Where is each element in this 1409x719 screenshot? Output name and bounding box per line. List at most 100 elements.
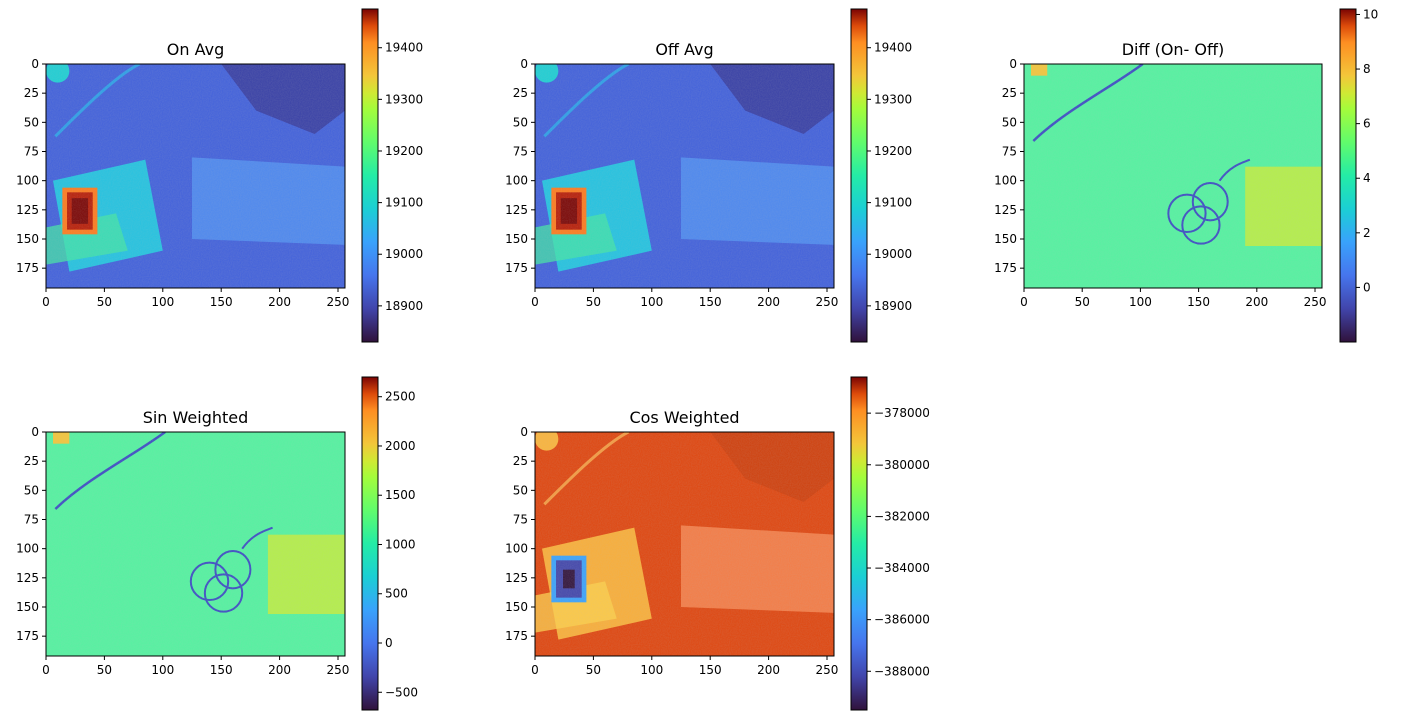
colorbar xyxy=(361,376,379,711)
x-tick-label: 0 xyxy=(42,663,50,677)
colorbar-tick-label: 8 xyxy=(1363,62,1371,76)
colorbar-tick-label: 10 xyxy=(1363,7,1378,21)
axes-frame xyxy=(1023,63,1323,289)
x-tick-label: 150 xyxy=(1187,295,1210,309)
colorbar-tick-label: 0 xyxy=(1363,280,1371,294)
y-tick-label: 125 xyxy=(505,203,528,217)
y-tick-label: 0 xyxy=(520,57,528,71)
x-tick-label: 250 xyxy=(327,663,350,677)
colorbar-tick-label: 500 xyxy=(385,587,408,601)
y-tick-label: 50 xyxy=(513,115,528,129)
y-tick-label: 175 xyxy=(16,629,39,643)
colorbar-tick-label: 19200 xyxy=(385,144,423,158)
chart-title: Off Avg xyxy=(655,40,713,59)
colorbar-tick-label: 2500 xyxy=(385,390,416,404)
colorbar-tick-label: −384000 xyxy=(874,561,930,575)
y-tick-label: 50 xyxy=(513,483,528,497)
colorbar-tick-label: −386000 xyxy=(874,613,930,627)
y-tick-label: 150 xyxy=(16,232,39,246)
y-tick-label: 0 xyxy=(1009,57,1017,71)
x-tick-label: 50 xyxy=(586,295,601,309)
y-tick-label: 150 xyxy=(994,232,1017,246)
y-tick-label: 25 xyxy=(1002,86,1017,100)
y-tick-label: 25 xyxy=(24,454,39,468)
y-tick-label: 50 xyxy=(24,115,39,129)
heatmap-image xyxy=(46,64,345,288)
colorbar-tick-label: 19100 xyxy=(874,196,912,210)
colorbar xyxy=(361,8,379,343)
y-tick-label: 125 xyxy=(505,571,528,585)
subplot-cos-weighted: Cos Weighted 0 50 100 150 200 250 0 25 50 75 100 125… xyxy=(505,376,930,711)
subplot-off-avg: Off Avg 0 50 100 150 200 250 0 25 50 75 100 125 150 17… xyxy=(505,8,912,343)
x-tick-label: 0 xyxy=(1020,295,1028,309)
x-tick-label: 250 xyxy=(327,295,350,309)
colorbar-tick-label: −388000 xyxy=(874,664,930,678)
x-tick-label: 150 xyxy=(210,295,233,309)
heatmap-image xyxy=(46,432,345,656)
x-tick-label: 200 xyxy=(1245,295,1268,309)
x-tick-label: 50 xyxy=(1075,295,1090,309)
chart-title: Diff (On- Off) xyxy=(1122,40,1225,59)
colorbar xyxy=(850,376,868,711)
colorbar-tick-label: −500 xyxy=(385,685,418,699)
x-tick-label: 50 xyxy=(586,663,601,677)
y-tick-label: 0 xyxy=(520,425,528,439)
y-tick-label: 175 xyxy=(505,629,528,643)
x-tick-label: 150 xyxy=(699,663,722,677)
colorbar-tick-label: 19000 xyxy=(874,247,912,261)
y-tick-label: 100 xyxy=(16,174,39,188)
axes-frame xyxy=(534,431,835,657)
x-tick-label: 100 xyxy=(151,295,174,309)
colorbar-tick-label: 4 xyxy=(1363,171,1371,185)
x-tick-label: 0 xyxy=(42,295,50,309)
y-tick-label: 100 xyxy=(505,542,528,556)
y-tick-label: 175 xyxy=(994,261,1017,275)
y-tick-label: 75 xyxy=(1002,145,1017,159)
y-tick-label: 100 xyxy=(994,174,1017,188)
heatmap-image xyxy=(535,64,834,288)
y-tick-label: 175 xyxy=(505,261,528,275)
colorbar-tick-label: 1000 xyxy=(385,537,416,551)
colorbar xyxy=(1339,8,1357,343)
y-tick-label: 150 xyxy=(505,600,528,614)
axes-frame xyxy=(45,63,346,289)
x-tick-label: 100 xyxy=(1129,295,1152,309)
y-tick-label: 100 xyxy=(16,542,39,556)
y-tick-label: 125 xyxy=(16,203,39,217)
y-tick-label: 125 xyxy=(16,571,39,585)
x-tick-label: 200 xyxy=(757,295,780,309)
colorbar-tick-label: 2 xyxy=(1363,226,1371,240)
axes-frame xyxy=(45,431,346,657)
colorbar-tick-label: 19000 xyxy=(385,247,423,261)
x-tick-label: 0 xyxy=(531,663,539,677)
y-tick-label: 75 xyxy=(513,513,528,527)
colorbar-tick-label: −380000 xyxy=(874,458,930,472)
x-tick-label: 250 xyxy=(1304,295,1327,309)
chart-title: Cos Weighted xyxy=(629,408,739,427)
colorbar-tick-label: −382000 xyxy=(874,509,930,523)
x-tick-label: 200 xyxy=(268,663,291,677)
x-tick-label: 100 xyxy=(151,663,174,677)
x-tick-label: 100 xyxy=(640,663,663,677)
colorbar xyxy=(850,8,868,343)
colorbar-tick-label: −378000 xyxy=(874,406,930,420)
y-tick-label: 175 xyxy=(16,261,39,275)
chart-title: On Avg xyxy=(167,40,224,59)
x-tick-label: 100 xyxy=(640,295,663,309)
y-tick-label: 75 xyxy=(513,145,528,159)
y-tick-label: 150 xyxy=(505,232,528,246)
y-tick-label: 0 xyxy=(31,57,39,71)
y-tick-label: 75 xyxy=(24,145,39,159)
axes-frame xyxy=(534,63,835,289)
y-tick-label: 25 xyxy=(513,86,528,100)
colorbar-tick-label: 19300 xyxy=(385,92,423,106)
subplot-diff: Diff (On- Off)0 50 100 150 200 25002550751001… xyxy=(994,7,1378,343)
colorbar-tick-label: 2000 xyxy=(385,439,416,453)
x-tick-label: 0 xyxy=(531,295,539,309)
y-tick-label: 50 xyxy=(24,483,39,497)
x-tick-label: 50 xyxy=(97,663,112,677)
y-tick-label: 150 xyxy=(16,600,39,614)
x-tick-label: 150 xyxy=(699,295,722,309)
